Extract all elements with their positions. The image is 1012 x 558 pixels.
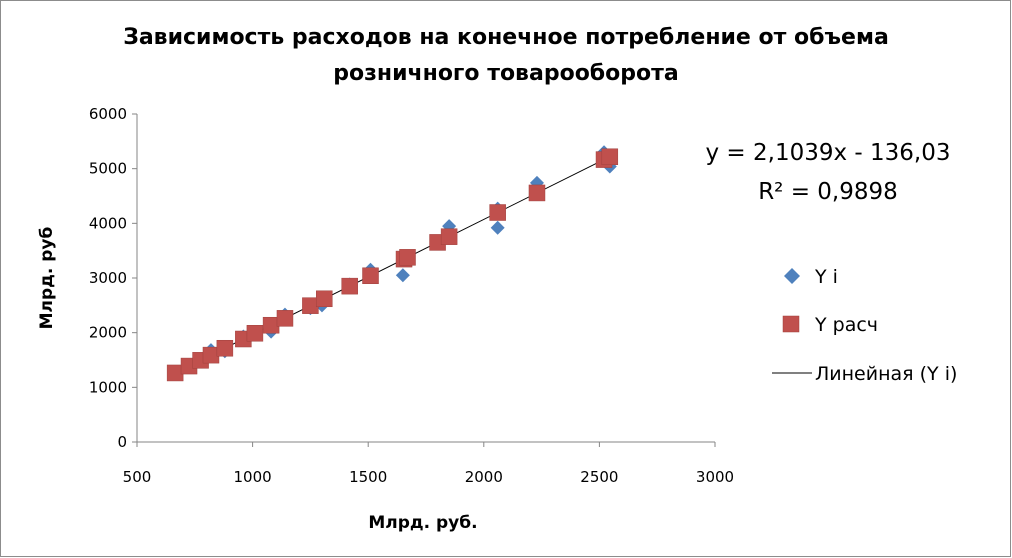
point-yrasch: [601, 148, 619, 165]
x-tick-label: 500: [123, 468, 152, 486]
point-yrasch: [262, 316, 280, 334]
y-tick-label: 6000: [89, 105, 127, 123]
point-yi: [395, 268, 410, 283]
point-yrasch: [202, 346, 220, 364]
point-yrasch: [399, 249, 416, 266]
point-yrasch: [246, 325, 264, 342]
y-tick-label: 3000: [89, 269, 127, 287]
point-yrasch: [362, 267, 379, 285]
x-tick-label: 2000: [465, 468, 503, 486]
x-axis-ticks: 500 1000 1500 2000 2500 3000: [123, 442, 734, 486]
y-axis-ticks: 0 1000 2000 3000 4000 5000 6000: [89, 105, 137, 451]
chart-title-line-2: розничного товарооборота: [333, 61, 679, 86]
diamond-marker-icon: [784, 268, 800, 284]
x-tick-label: 1000: [234, 468, 272, 486]
y-tick-label: 1000: [89, 378, 127, 396]
point-yrasch: [341, 277, 358, 295]
y-axis-title: Млрд. руб: [37, 226, 57, 329]
series-layer: [166, 145, 619, 382]
point-yrasch: [166, 364, 184, 382]
legend: Y i Y расч Линейная (Y i): [772, 266, 957, 385]
x-tick-label: 3000: [696, 468, 734, 486]
trendline-r-squared: R² = 0,9898: [758, 179, 898, 205]
point-yrasch: [489, 204, 506, 221]
y-tick-label: 0: [117, 433, 127, 451]
trendline-equation: y = 2,1039x - 136,03: [706, 140, 951, 166]
point-yrasch: [216, 339, 234, 357]
point-yrasch: [302, 297, 319, 314]
legend-label-yrasch: Y расч: [814, 314, 878, 336]
point-yi: [490, 220, 505, 235]
x-tick-label: 2500: [580, 468, 618, 486]
y-tick-label: 2000: [89, 324, 127, 342]
point-yrasch: [528, 184, 546, 202]
x-tick-label: 1500: [349, 468, 387, 486]
point-yrasch: [316, 290, 333, 308]
point-yrasch: [440, 228, 458, 245]
legend-item-trendline: Линейная (Y i): [772, 363, 957, 385]
legend-item-yrasch: Y расч: [782, 314, 878, 336]
point-yrasch: [276, 310, 294, 327]
y-tick-label: 4000: [89, 214, 127, 232]
legend-label-trendline: Линейная (Y i): [815, 363, 957, 385]
chart-title-line-1: Зависимость расходов на конечное потребл…: [123, 25, 889, 50]
plot-area: 500 1000 1500 2000 2500 3000 0 1000 2000 3000 400…: [89, 105, 734, 486]
legend-label-yi: Y i: [814, 266, 838, 288]
y-tick-label: 5000: [89, 160, 127, 178]
square-marker-icon: [782, 315, 800, 333]
x-axis-title: Млрд. руб.: [368, 513, 477, 533]
legend-item-yi: Y i: [784, 266, 838, 288]
